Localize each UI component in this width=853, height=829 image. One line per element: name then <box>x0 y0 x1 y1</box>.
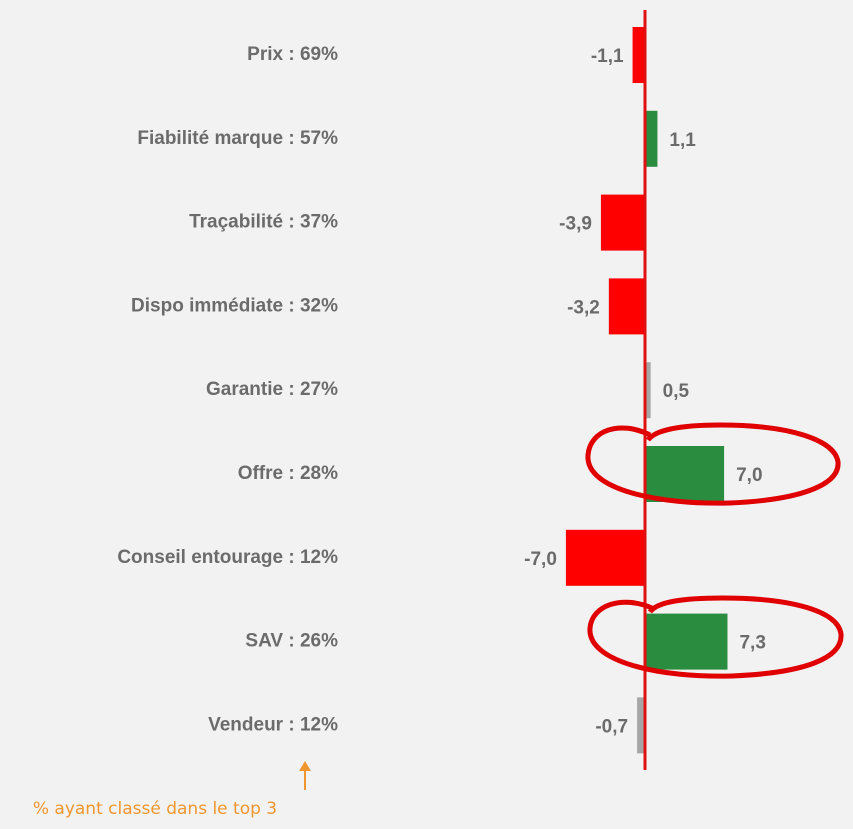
value-label: 1,1 <box>669 130 696 151</box>
bar <box>565 529 645 586</box>
arrow-head <box>299 761 311 771</box>
value-label: 7,0 <box>736 465 762 486</box>
highlight-circle <box>585 422 841 506</box>
category-label: Fiabilité marque : 57% <box>137 128 338 149</box>
category-label: Dispo immédiate : 32% <box>131 295 338 316</box>
value-label: -7,0 <box>524 549 557 570</box>
bar <box>645 362 651 419</box>
value-label: -3,2 <box>567 297 600 318</box>
value-label: 0,5 <box>663 381 690 402</box>
value-label: -1,1 <box>591 46 624 67</box>
highlight-circle <box>587 595 844 679</box>
bars: Prix : 69% -1,1 Fiabilité marque : 57% 1,1 T… <box>117 27 766 754</box>
category-label: Garantie : 27% <box>206 379 338 400</box>
category-label: Prix : 69% <box>247 44 338 65</box>
bar <box>637 697 645 754</box>
category-label: SAV : 26% <box>245 631 338 652</box>
bar <box>600 194 645 251</box>
category-label: Vendeur : 12% <box>208 714 338 735</box>
bar <box>608 278 645 335</box>
annotation: % ayant classé dans le top 3 <box>33 799 277 819</box>
bar <box>645 446 725 502</box>
value-label: -0,7 <box>595 716 628 737</box>
value-label: 7,3 <box>739 633 765 654</box>
bar <box>645 613 728 670</box>
category-label: Offre : 28% <box>238 463 338 484</box>
bar <box>632 27 645 83</box>
category-label: Conseil entourage : 12% <box>117 547 338 568</box>
value-label: -3,9 <box>559 214 592 235</box>
category-label: Traçabilité : 37% <box>189 212 338 233</box>
bar <box>645 110 658 167</box>
